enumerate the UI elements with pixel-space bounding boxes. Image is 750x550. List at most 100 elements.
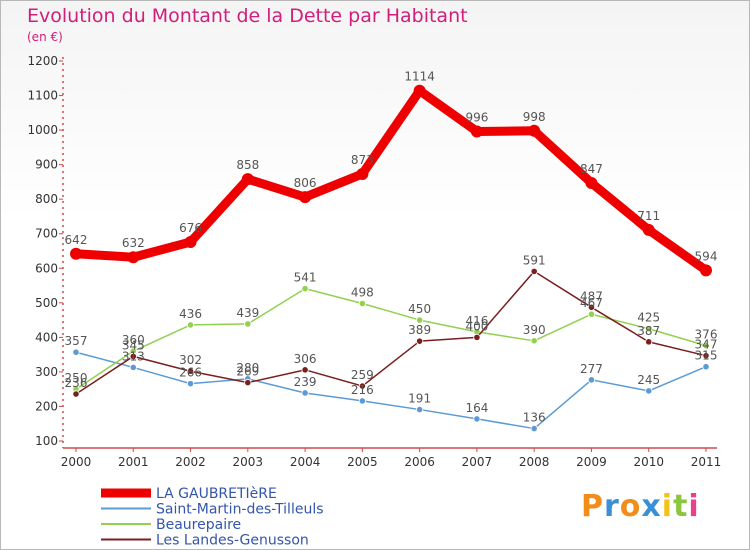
logo-letter: P xyxy=(581,489,604,524)
data-label: 277 xyxy=(580,362,603,376)
data-point xyxy=(645,338,653,346)
data-point xyxy=(127,251,140,264)
logo-letter: t xyxy=(673,489,689,524)
data-label: 425 xyxy=(637,311,660,325)
data-label: 594 xyxy=(695,249,718,263)
y-tick-label: 600 xyxy=(35,261,58,275)
data-label: 806 xyxy=(294,176,317,190)
data-label: 541 xyxy=(294,271,317,285)
x-tick-label: 2005 xyxy=(347,455,378,469)
data-label: 347 xyxy=(695,338,718,352)
data-label: 498 xyxy=(351,286,374,300)
y-tick-label: 400 xyxy=(35,330,58,344)
data-label: 245 xyxy=(637,373,660,387)
proxiti-logo: Proxiti xyxy=(581,489,700,524)
data-label: 487 xyxy=(580,289,603,303)
data-label: 357 xyxy=(65,334,88,348)
legend-label: Les Landes-Genusson xyxy=(156,533,309,549)
logo-letter: r xyxy=(604,489,620,524)
data-label: 632 xyxy=(122,236,145,250)
data-label: 216 xyxy=(351,383,374,397)
data-label: 266 xyxy=(179,366,202,380)
data-label: 376 xyxy=(695,328,718,342)
data-label: 873 xyxy=(351,153,374,167)
data-label: 164 xyxy=(465,401,488,415)
data-point xyxy=(587,310,596,318)
data-label: 389 xyxy=(408,323,431,337)
data-point xyxy=(186,367,195,375)
logo-letter: i xyxy=(661,489,674,524)
chart-subtitle: (en €) xyxy=(27,30,63,44)
y-tick-label: 500 xyxy=(35,296,58,310)
y-tick-label: 1200 xyxy=(27,54,58,68)
data-point xyxy=(184,236,197,249)
data-label: 191 xyxy=(408,392,431,406)
data-point xyxy=(358,299,366,308)
data-point xyxy=(416,316,424,324)
data-point xyxy=(358,382,366,390)
data-point xyxy=(416,337,424,345)
data-label: 996 xyxy=(465,110,488,124)
data-point xyxy=(413,84,426,97)
data-label: 236 xyxy=(65,376,88,390)
data-label: 467 xyxy=(580,296,603,310)
data-label: 269 xyxy=(236,365,259,379)
series-line xyxy=(75,287,707,390)
data-point xyxy=(473,333,481,341)
data-label: 315 xyxy=(695,349,718,363)
data-label: 313 xyxy=(122,349,145,363)
x-tick-label: 2010 xyxy=(633,455,664,469)
data-label: 259 xyxy=(351,368,374,382)
data-point xyxy=(186,321,195,329)
y-tick-label: 100 xyxy=(35,434,58,448)
data-point xyxy=(587,303,596,311)
data-point xyxy=(129,363,137,372)
data-label: 591 xyxy=(523,253,546,267)
y-tick-label: 200 xyxy=(35,399,58,413)
data-point xyxy=(702,342,710,350)
data-point xyxy=(186,380,195,388)
series-line xyxy=(75,351,707,430)
legend-label: LA GAUBRETIèRE xyxy=(156,486,277,502)
legend-label: Beaurepaire xyxy=(156,517,241,533)
data-point xyxy=(356,167,369,180)
data-point xyxy=(700,264,712,277)
x-tick-label: 2009 xyxy=(576,455,607,469)
data-point xyxy=(241,173,254,186)
data-label: 360 xyxy=(122,333,145,347)
data-label: 642 xyxy=(65,233,88,247)
data-point xyxy=(129,352,137,360)
x-tick-label: 2006 xyxy=(404,455,435,469)
data-label: 390 xyxy=(523,323,546,337)
data-label: 280 xyxy=(236,361,259,375)
x-tick-label: 2008 xyxy=(519,455,550,469)
data-label: 858 xyxy=(236,158,259,172)
data-point xyxy=(358,397,366,405)
data-point xyxy=(645,387,653,395)
y-tick-label: 1100 xyxy=(27,89,58,103)
data-label: 239 xyxy=(294,375,317,389)
data-label: 302 xyxy=(179,353,202,367)
x-tick-label: 2011 xyxy=(691,455,722,469)
x-tick-label: 2002 xyxy=(175,455,206,469)
data-point xyxy=(416,405,424,414)
y-tick-label: 1000 xyxy=(27,123,58,137)
data-label: 306 xyxy=(294,352,317,366)
data-point xyxy=(301,285,309,293)
data-point xyxy=(587,376,596,384)
data-point xyxy=(528,124,541,137)
data-label: 387 xyxy=(637,324,660,338)
data-point xyxy=(702,352,710,360)
data-point xyxy=(72,390,80,398)
data-point xyxy=(470,125,483,138)
series-line xyxy=(71,86,711,275)
x-tick-label: 2000 xyxy=(61,455,92,469)
data-point xyxy=(473,415,481,423)
data-point xyxy=(299,191,312,204)
logo-letter: i xyxy=(688,489,700,524)
data-label: 436 xyxy=(179,307,202,321)
y-tick-label: 700 xyxy=(35,227,58,241)
logo-letter: x xyxy=(641,489,662,524)
